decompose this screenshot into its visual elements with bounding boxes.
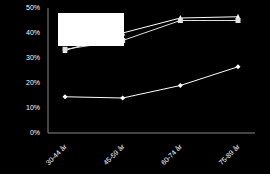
svg-text:30%: 30% xyxy=(26,54,40,61)
svg-text:75-89 år: 75-89 år xyxy=(217,142,241,166)
svg-text:30-44 år: 30-44 år xyxy=(44,142,68,166)
svg-text:40%: 40% xyxy=(26,29,40,36)
svg-text:0%: 0% xyxy=(30,129,40,136)
svg-text:60-74 år: 60-74 år xyxy=(160,142,184,166)
svg-text:45-59 år: 45-59 år xyxy=(102,142,126,166)
svg-text:20%: 20% xyxy=(26,79,40,86)
svg-text:10%: 10% xyxy=(26,104,40,111)
svg-text:50%: 50% xyxy=(26,4,40,11)
